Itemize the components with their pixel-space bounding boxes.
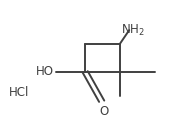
Text: O: O	[99, 105, 108, 118]
Text: NH$_2$: NH$_2$	[121, 23, 145, 38]
Text: HCl: HCl	[9, 86, 29, 99]
Text: HO: HO	[36, 65, 54, 78]
